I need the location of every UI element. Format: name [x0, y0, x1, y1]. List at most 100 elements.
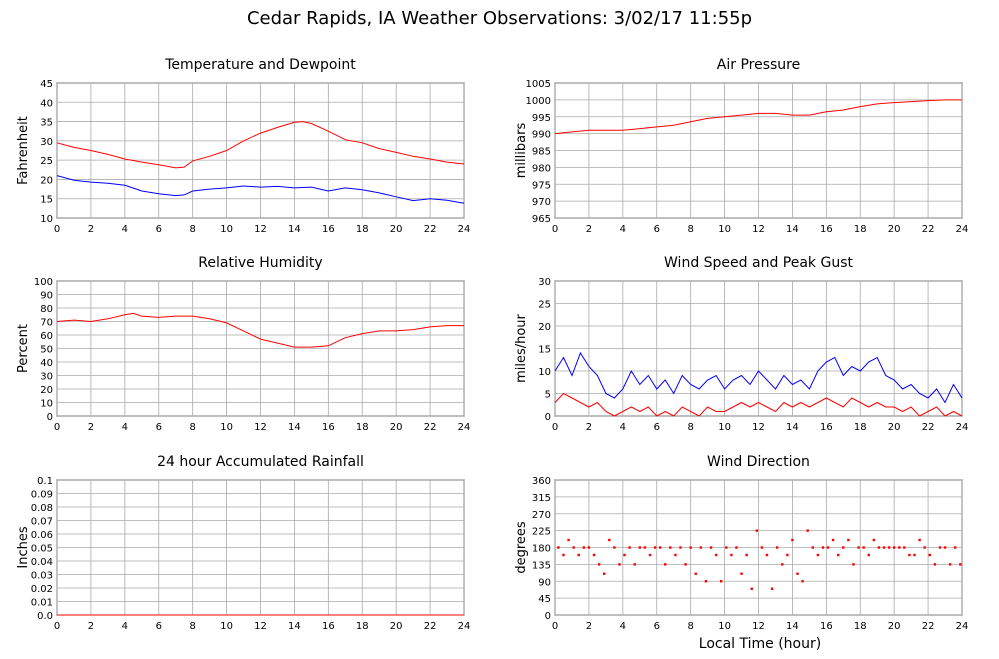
dir-point: [923, 546, 926, 549]
wind-y-tick-label: 15: [538, 345, 551, 356]
pressure-x-tick-label: 20: [888, 224, 901, 235]
pressure-y-tick-label: 975: [532, 180, 551, 191]
dir-point: [943, 546, 947, 549]
dir-point: [765, 553, 769, 557]
dir-point: [786, 553, 789, 557]
temp-x-tick-label: 14: [288, 224, 301, 235]
dir-point: [928, 553, 931, 557]
dir-point: [557, 546, 560, 549]
wind-x-tick-label: 20: [888, 422, 901, 433]
pressure-x-tick-label: 12: [752, 224, 765, 235]
dir-point: [562, 553, 565, 557]
wind-x-tick-label: 14: [786, 422, 799, 433]
rh-x-tick-label: 24: [458, 422, 471, 433]
rh-y-tick-label: 10: [40, 399, 53, 410]
pressure-x-tick-label: 10: [718, 224, 731, 235]
dir-point: [664, 563, 667, 566]
pressure-y-tick-label: 1005: [526, 79, 551, 90]
wind-y-tick-label: 0: [545, 412, 551, 423]
temp-x-tick-label: 6: [156, 224, 162, 235]
dir-point: [582, 546, 586, 549]
rh-y-axis-label: Percent: [16, 324, 31, 373]
dir-point: [826, 546, 830, 549]
dir-point: [735, 546, 738, 549]
dir-point: [714, 553, 718, 557]
dir-point: [567, 538, 570, 542]
temp-y-tick-label: 25: [40, 156, 53, 167]
rain-y-tick-label: 0.08: [31, 503, 53, 514]
dir-x-tick-label: 22: [922, 621, 935, 632]
rh-y-tick-label: 100: [34, 277, 53, 288]
dir-point: [760, 546, 764, 549]
dir-point: [806, 529, 809, 532]
dir-point: [745, 553, 748, 557]
wind-series-1-line: [554, 392, 963, 417]
dir-point: [704, 580, 708, 583]
dir-x-tick-label: 18: [854, 621, 867, 632]
rh-x-tick-label: 8: [189, 422, 195, 433]
dir-point: [811, 546, 814, 549]
dir-point: [719, 580, 723, 583]
rh-y-tick-label: 70: [40, 318, 53, 329]
dir-point: [608, 538, 611, 542]
rh-x-tick-label: 10: [220, 422, 233, 433]
dir-point: [903, 546, 906, 549]
dir-y-axis-label: degrees: [514, 521, 529, 574]
pressure-x-tick-label: 18: [854, 224, 867, 235]
temp-x-tick-label: 24: [458, 224, 471, 235]
dir-point: [699, 546, 703, 549]
rh-x-tick-label: 4: [122, 422, 128, 433]
x-axis-label: Local Time (hour): [698, 636, 822, 652]
dir-point: [669, 546, 672, 549]
wind-y-tick-label: 30: [538, 277, 551, 288]
dir-point: [816, 553, 820, 557]
wind-y-axis-label: miles/hour: [514, 313, 529, 382]
pressure-x-tick-label: 22: [922, 224, 935, 235]
dir-point: [577, 553, 580, 557]
rain-y-tick-label: 0.01: [31, 598, 53, 609]
temp-y-tick-label: 20: [40, 175, 53, 186]
dir-x-tick-label: 4: [620, 621, 626, 632]
rh-x-tick-label: 12: [254, 422, 267, 433]
rain-x-tick-label: 4: [122, 621, 128, 632]
pressure-y-tick-label: 995: [532, 113, 551, 124]
wind-x-tick-label: 12: [752, 422, 765, 433]
rain-y-tick-label: 0.02: [31, 584, 53, 595]
pressure-x-tick-label: 24: [956, 224, 969, 235]
dir-point: [638, 546, 641, 549]
dir-y-tick-label: 0: [545, 611, 551, 622]
dir-point: [857, 546, 860, 549]
dir-point: [653, 546, 657, 549]
rain-x-tick-label: 0: [54, 621, 60, 632]
dir-point: [877, 546, 881, 549]
wind-y-tick-label: 20: [538, 322, 551, 333]
dir-x-tick-label: 10: [718, 621, 731, 632]
dir-point: [597, 563, 601, 566]
temp-x-tick-label: 16: [322, 224, 335, 235]
dir-point: [796, 572, 799, 575]
pressure-y-axis-label: millibars: [514, 123, 529, 179]
dir-y-tick-label: 270: [532, 510, 551, 521]
dir-point: [572, 546, 575, 549]
dir-y-tick-label: 315: [532, 493, 551, 504]
dir-point: [643, 546, 647, 549]
dir-point: [831, 538, 835, 542]
wind-y-tick-label: 25: [538, 300, 551, 311]
temp-x-tick-label: 0: [54, 224, 60, 235]
temp-series-1-line: [56, 175, 465, 204]
temp-chart-title: Temperature and Dewpoint: [164, 57, 356, 73]
dir-point: [862, 546, 865, 549]
temp-y-tick-label: 15: [40, 195, 53, 206]
temp-y-tick-label: 45: [40, 79, 53, 90]
pressure-y-tick-label: 965: [532, 214, 551, 225]
dir-point: [694, 572, 697, 575]
dir-point: [842, 546, 845, 549]
dir-point: [602, 572, 606, 575]
dir-point: [801, 580, 804, 583]
dir-x-tick-label: 8: [687, 621, 693, 632]
rain-x-tick-label: 2: [88, 621, 94, 632]
dir-x-tick-label: 16: [820, 621, 833, 632]
dir-x-tick-label: 20: [888, 621, 901, 632]
dir-point: [709, 546, 713, 549]
temp-x-tick-label: 22: [424, 224, 437, 235]
